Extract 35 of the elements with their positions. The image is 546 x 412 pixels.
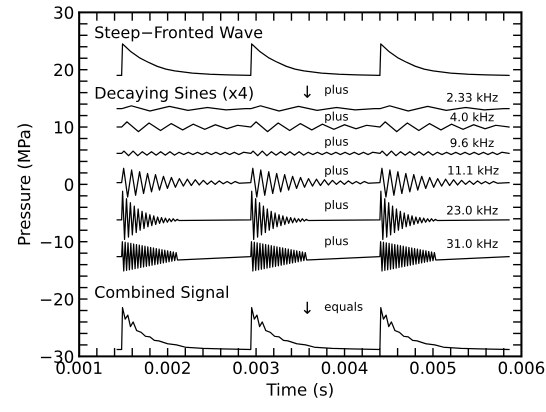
x-tick-label: 0.003 xyxy=(233,362,279,374)
line-series xyxy=(116,121,510,132)
y-tick-label: −20 xyxy=(40,293,74,306)
y-tick-label: 10 xyxy=(54,120,74,134)
annotation: plus xyxy=(325,112,348,123)
annotation: equals xyxy=(324,302,363,314)
annotation: 23.0 kHz xyxy=(447,205,498,215)
x-tick-label: 0.001 xyxy=(56,362,102,374)
annotation: 4.0 kHz xyxy=(450,112,494,122)
y-tick-label: 0 xyxy=(64,178,74,191)
annotation: plus xyxy=(325,84,348,96)
annotation: ↓ xyxy=(304,302,311,314)
x-tick-label: 0.002 xyxy=(144,362,190,374)
annotation: 31.0 kHz xyxy=(447,238,498,248)
annotation: Combined Signal xyxy=(95,286,228,302)
y-tick-label: 30 xyxy=(54,6,74,19)
annotation: ↓ xyxy=(304,86,311,98)
annotation: plus xyxy=(325,166,348,178)
annotation: plus xyxy=(325,236,348,248)
x-tick-label: 0.005 xyxy=(410,362,456,374)
annotation: 2.33 kHz xyxy=(447,92,498,102)
y-tick-label: −10 xyxy=(40,236,74,248)
x-axis-title: Time (s) xyxy=(266,382,333,398)
annotation: plus xyxy=(325,200,348,212)
y-tick-label: −30 xyxy=(40,350,74,363)
x-tick-label: 0.004 xyxy=(322,362,368,374)
annotation: Steep−Fronted Wave xyxy=(95,26,262,42)
annotation: Decaying Sines (x4) xyxy=(96,86,253,102)
y-axis-title: Pressure (MPa) xyxy=(17,124,32,244)
annotation: plus xyxy=(325,136,348,148)
y-tick-label: 20 xyxy=(54,64,74,76)
x-tick-label: 0.006 xyxy=(498,362,544,374)
annotation: 11.1 kHz xyxy=(448,166,499,175)
annotation: 9.6 kHz xyxy=(450,138,494,148)
line-series xyxy=(116,43,510,76)
